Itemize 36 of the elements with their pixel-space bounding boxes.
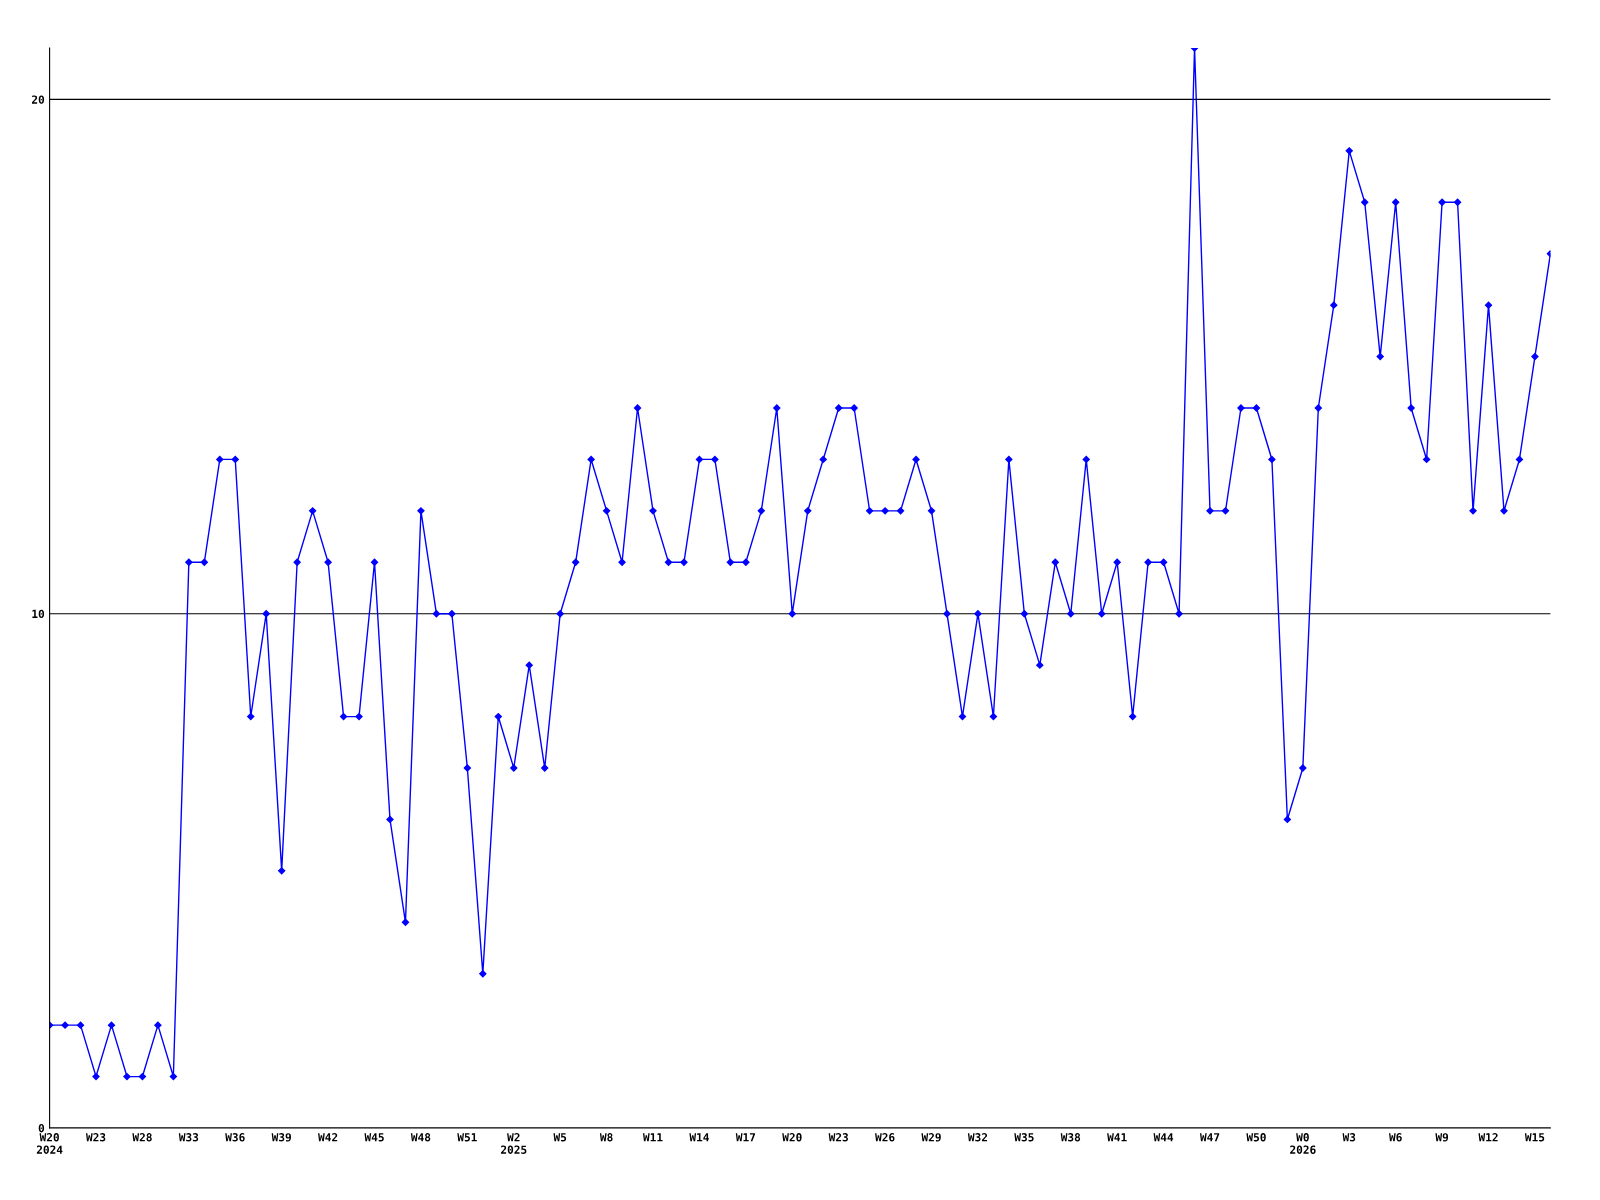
- x-tick-label: W28: [132, 1133, 152, 1142]
- y-tick-label: 20: [31, 95, 45, 104]
- x-tick-label: W38: [1060, 1133, 1081, 1142]
- x-tick-label: W3: [1342, 1133, 1356, 1142]
- x-tick-label: W0 2026: [1290, 1133, 1316, 1154]
- x-tick-label: W12: [1478, 1133, 1498, 1142]
- x-tick-label: W44: [1153, 1133, 1174, 1142]
- x-tick-label: W20 2024: [36, 1133, 63, 1154]
- x-tick-label: W26: [875, 1133, 895, 1142]
- x-tick-label: W2 2025: [501, 1133, 527, 1154]
- x-tick-label: W5: [553, 1133, 567, 1142]
- x-tick-label: W32: [967, 1133, 988, 1142]
- y-tick-label: 0: [38, 1123, 45, 1133]
- x-tick-label: W36: [225, 1133, 245, 1142]
- x-tick-label: W23: [828, 1133, 848, 1142]
- x-tick-label: W47: [1199, 1133, 1220, 1142]
- x-tick-label: W29: [921, 1133, 941, 1142]
- x-tick-label: W6: [1388, 1133, 1402, 1142]
- x-tick-label: W39: [271, 1133, 292, 1142]
- x-tick-label: W14: [689, 1133, 709, 1142]
- x-tick-label: W17: [735, 1133, 756, 1142]
- x-tick-label: W51: [457, 1133, 477, 1142]
- x-tick-label: W8: [599, 1133, 613, 1142]
- y-tick-label: 10: [32, 609, 45, 619]
- x-tick-label: W23: [85, 1133, 106, 1142]
- x-tick-label: W41: [1107, 1133, 1127, 1142]
- x-tick-label: W33: [178, 1133, 199, 1142]
- x-tick-label: W50: [1246, 1133, 1266, 1142]
- x-tick-label: W42: [318, 1133, 338, 1142]
- x-tick-label: W15: [1524, 1133, 1545, 1142]
- x-tick-label: W35: [1014, 1133, 1034, 1142]
- x-tick-label: W45: [364, 1133, 384, 1142]
- x-tick-label: W11: [642, 1133, 663, 1142]
- x-tick-label: W20: [782, 1133, 802, 1142]
- x-tick-label: W9: [1435, 1133, 1449, 1142]
- x-tick-label: W48: [410, 1133, 431, 1142]
